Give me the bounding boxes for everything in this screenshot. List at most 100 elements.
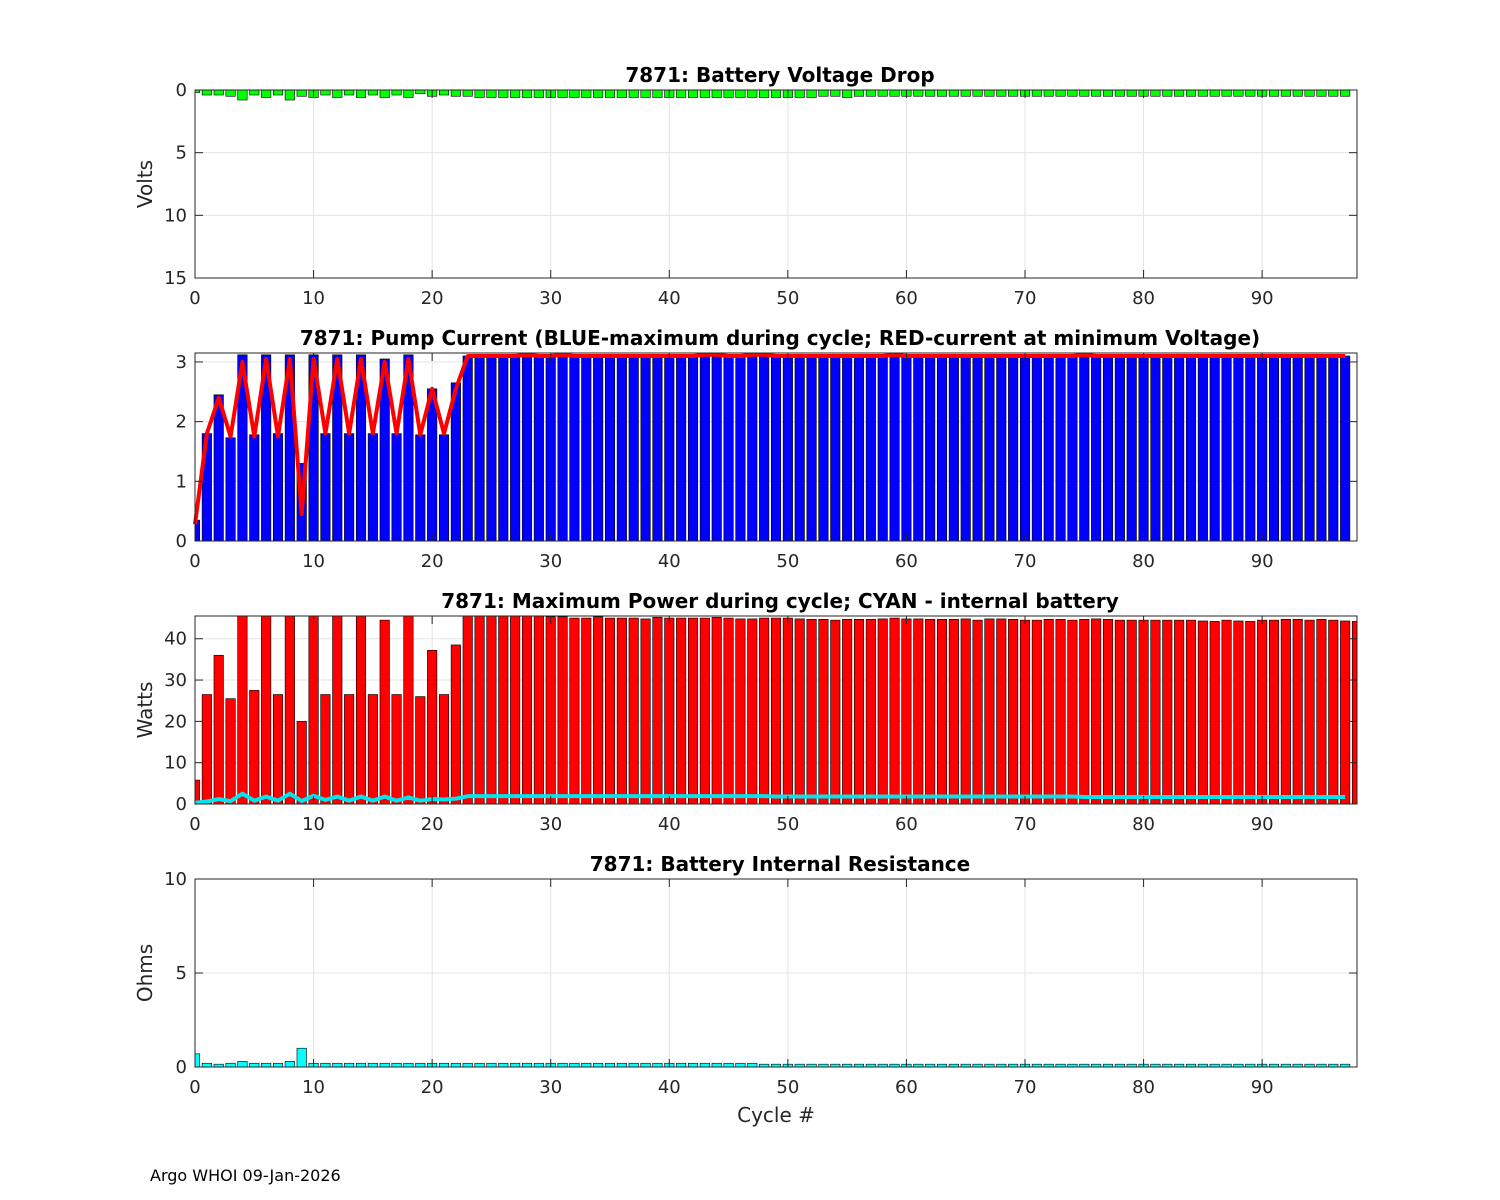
data-bar <box>711 1062 722 1068</box>
data-bar <box>1102 89 1114 97</box>
data-bar <box>1067 355 1078 542</box>
chart-panel-4: 0 10 20 30 40 50 60 70 80 90 0 5 10 7871: Battery Int… <box>133 852 1358 1127</box>
data-bar <box>604 355 616 542</box>
x-tick-label: 40 <box>658 814 681 835</box>
x-tick-label: 10 <box>302 814 325 835</box>
data-bar <box>391 89 402 96</box>
data-bar <box>1008 355 1019 542</box>
data-bar <box>830 355 841 542</box>
x-tick-label: 10 <box>302 551 325 572</box>
data-bar <box>510 1062 521 1068</box>
data-bar <box>853 89 865 97</box>
data-bar <box>557 355 568 542</box>
data-bar <box>865 355 876 542</box>
data-bar <box>699 617 710 805</box>
data-bar <box>308 615 319 805</box>
data-bar <box>1328 619 1339 805</box>
data-bar <box>960 89 971 97</box>
data-bar <box>687 355 699 542</box>
x-tick-label: 90 <box>1251 1077 1274 1098</box>
data-bar <box>332 89 343 98</box>
data-bar <box>462 89 473 97</box>
data-bar <box>1126 619 1137 805</box>
data-bar <box>533 615 544 805</box>
x-tick-label: 70 <box>1014 1077 1037 1098</box>
data-bar <box>1102 619 1114 805</box>
data-bar <box>1138 619 1149 805</box>
data-bar <box>1268 619 1280 805</box>
data-bar <box>1055 89 1066 97</box>
data-bar <box>1174 89 1185 97</box>
data-bar <box>640 618 651 805</box>
data-bar <box>1221 355 1232 542</box>
data-bar <box>676 355 687 542</box>
x-tick-label: 30 <box>539 1077 562 1098</box>
data-bar <box>984 89 995 97</box>
data-bar <box>628 89 639 98</box>
data-bar <box>593 1062 604 1068</box>
data-bar <box>640 89 651 98</box>
data-bar <box>770 617 782 805</box>
data-bar <box>593 355 604 542</box>
data-bar <box>403 615 414 805</box>
data-bar <box>557 1062 568 1068</box>
data-bar <box>237 89 248 101</box>
data-bar <box>272 1062 284 1068</box>
data-bar <box>1126 355 1137 542</box>
data-bar <box>1197 620 1208 805</box>
data-bar <box>462 615 473 805</box>
data-bar <box>699 355 710 542</box>
data-bar <box>1280 355 1291 542</box>
data-bar <box>853 619 865 805</box>
data-bar <box>1268 355 1280 542</box>
data-bar <box>640 1062 651 1068</box>
data-bar <box>770 89 782 98</box>
y-tick-label: 0 <box>176 794 187 815</box>
data-bar <box>415 434 426 542</box>
x-tick-label: 70 <box>1014 288 1037 309</box>
x-tick-label: 10 <box>302 1077 325 1098</box>
data-bar <box>1197 355 1208 542</box>
data-bar <box>355 89 367 98</box>
data-bar <box>889 89 900 97</box>
data-bar <box>1292 355 1303 542</box>
x-tick-label: 80 <box>1132 1077 1155 1098</box>
data-bar <box>415 696 426 805</box>
data-bar <box>521 89 533 98</box>
x-tick-label: 50 <box>776 551 799 572</box>
data-bar <box>1150 619 1161 805</box>
chart-panel-3: 0 10 20 30 40 50 60 70 80 90 0 10 20 30 40 7871: Maximu… <box>133 589 1358 835</box>
data-bar <box>569 89 580 98</box>
data-bar <box>1162 89 1173 97</box>
data-bar <box>1185 355 1197 542</box>
data-bar <box>415 89 426 95</box>
data-bar <box>747 89 758 98</box>
x-tick-label: 0 <box>189 288 200 309</box>
data-bar <box>1280 619 1291 805</box>
data-bar <box>332 1062 343 1068</box>
x-tick-label: 20 <box>421 551 444 572</box>
data-bar <box>865 89 876 97</box>
data-bar <box>818 89 829 97</box>
x-tick-label: 70 <box>1014 814 1037 835</box>
data-bar <box>842 89 853 98</box>
data-bar <box>213 89 224 96</box>
data-bar <box>1340 355 1351 542</box>
data-bar <box>225 698 236 805</box>
x-tick-label: 50 <box>776 814 799 835</box>
data-bar <box>936 355 948 542</box>
data-bar <box>284 89 295 101</box>
data-bar <box>510 355 521 542</box>
x-tick-label: 0 <box>189 1077 200 1098</box>
data-bar <box>1328 89 1339 97</box>
data-bar <box>486 355 497 542</box>
data-bar <box>427 649 438 805</box>
footer-stamp: Argo WHOI 09-Jan-2026 <box>150 1166 341 1185</box>
y-tick-label: 0 <box>176 531 187 552</box>
x-tick-label: 90 <box>1251 814 1274 835</box>
plot-area <box>195 90 1357 278</box>
data-bar <box>925 89 936 97</box>
data-bar <box>344 89 355 96</box>
data-bar <box>948 89 959 97</box>
data-bar <box>557 616 568 805</box>
